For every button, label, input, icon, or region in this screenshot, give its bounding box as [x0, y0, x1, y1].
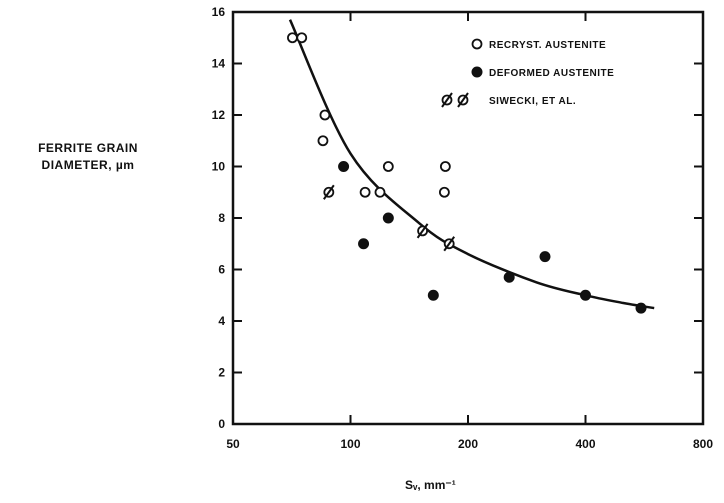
x-tick-label: 400 [575, 437, 595, 451]
data-point-shape [439, 161, 451, 172]
fit-curve [288, 19, 655, 310]
data-point [539, 251, 551, 263]
y-tick-label: 6 [218, 263, 225, 277]
data-point-shape [438, 186, 450, 198]
data-point-shape [296, 32, 308, 44]
data-point-shape [317, 135, 329, 147]
data-point [635, 302, 647, 314]
y-tick-label: 10 [212, 160, 226, 174]
data-point [287, 32, 298, 44]
y-tick-label: 14 [212, 57, 226, 71]
data-point [317, 135, 329, 147]
data-point [319, 109, 331, 121]
data-point [374, 186, 386, 198]
data-point [439, 161, 451, 172]
data-point [443, 236, 456, 252]
legend-marker-slash [457, 92, 469, 108]
x-tick-label: 800 [693, 437, 713, 451]
data-point [323, 184, 335, 200]
data-point [427, 289, 439, 301]
legend-marker-shape [471, 66, 483, 78]
plot-frame [231, 10, 705, 426]
data-point-shape [539, 251, 551, 263]
data-point [382, 212, 394, 224]
x-tick-label: 200 [458, 437, 478, 451]
x-axis-label: Sᵥ, mm⁻¹ [405, 478, 456, 492]
legend-marker [457, 92, 469, 108]
data-point [296, 32, 308, 44]
data-points [287, 32, 647, 314]
y-tick-label: 16 [212, 5, 226, 19]
legend-label: DEFORMED AUSTENITE [489, 68, 614, 79]
data-point-shape [287, 32, 298, 44]
data-point [359, 186, 371, 198]
data-point [382, 161, 394, 172]
data-point [338, 161, 350, 172]
data-point-slash [323, 184, 335, 200]
y-tick-label: 8 [218, 211, 225, 225]
legend: RECRYST. AUSTENITE DEFORMED AUSTENITE SIWE… [441, 38, 614, 108]
legend-label: RECRYST. AUSTENITE [489, 40, 606, 51]
data-point [503, 271, 515, 283]
x-axis: 50 100 200 400 800 [226, 12, 713, 451]
data-point [416, 223, 429, 239]
y-axis-label-line2: DIAMETER, µm [41, 158, 135, 172]
data-point-shape [338, 161, 350, 172]
data-point-shape [382, 161, 394, 172]
legend-marker [441, 92, 453, 108]
data-point-shape [374, 186, 386, 198]
x-tick-label: 50 [226, 437, 240, 451]
legend-marker-shape [471, 38, 483, 50]
data-point-shape [635, 302, 647, 314]
data-point-shape [319, 109, 331, 121]
legend-label: SIWECKI, ET AL. [489, 96, 576, 107]
y-axis: 0 2 4 6 8 10 12 14 16 [212, 5, 703, 431]
y-axis-label: FERRITE GRAIN DIAMETER, µm [8, 140, 168, 174]
y-tick-label: 2 [218, 366, 225, 380]
y-tick-label: 0 [218, 417, 225, 431]
data-point-shape [359, 186, 371, 198]
legend-marker [471, 38, 483, 50]
x-tick-label: 100 [340, 437, 360, 451]
data-point-slash [416, 223, 429, 239]
y-axis-label-line1: FERRITE GRAIN [38, 141, 138, 155]
data-point [580, 289, 591, 301]
data-point-shape [580, 289, 591, 301]
data-point-shape [382, 212, 394, 224]
data-point-shape [358, 238, 370, 250]
data-point-shape [427, 289, 439, 301]
data-point-slash [443, 236, 456, 252]
data-point [438, 186, 450, 198]
legend-marker [471, 66, 483, 78]
y-tick-label: 4 [218, 314, 225, 328]
y-tick-label: 12 [212, 108, 226, 122]
data-point-shape [503, 271, 515, 283]
data-point [358, 238, 370, 250]
legend-marker-slash [441, 92, 453, 108]
